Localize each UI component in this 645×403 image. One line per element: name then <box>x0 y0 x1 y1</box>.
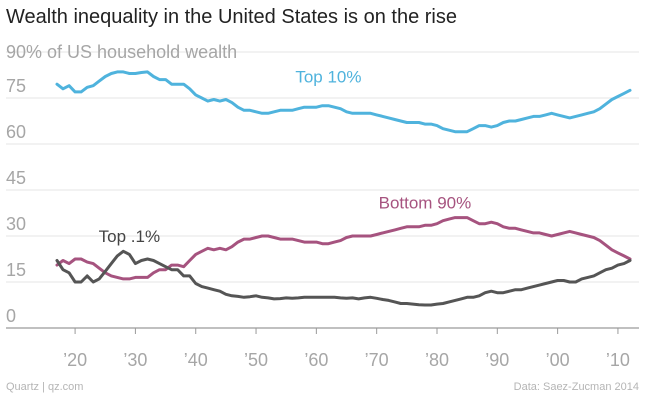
x-tick-label: ’70 <box>365 350 389 370</box>
x-tick-label: ’10 <box>606 350 630 370</box>
y-tick-label: 60 <box>6 122 26 142</box>
y-axis-ticks: 0 15 30 45 60 75 <box>6 76 26 326</box>
y-tick-label: 75 <box>6 76 26 96</box>
y-tick-label: 15 <box>6 260 26 280</box>
x-tick-label: ’40 <box>184 350 208 370</box>
series-annotation: Top 10% <box>295 68 361 87</box>
x-tick-label: ’60 <box>304 350 328 370</box>
source-credit: Quartz | qz.com <box>6 381 84 393</box>
chart-title: Wealth inequality in the United States i… <box>6 6 457 28</box>
data-source: Data: Saez-Zucman 2014 <box>513 381 639 393</box>
x-tick-label: ’50 <box>244 350 268 370</box>
x-tick-label: ’90 <box>485 350 509 370</box>
x-tick-label: ’30 <box>123 350 147 370</box>
y-tick-label: 45 <box>6 168 26 188</box>
series-labels: Top 10% Bottom 90% Top .1% <box>99 68 472 246</box>
series-line-top-10 <box>55 70 632 134</box>
x-tick-label: ’00 <box>546 350 570 370</box>
y-tick-label: 0 <box>6 306 16 326</box>
series-annotation: Bottom 90% <box>379 193 472 212</box>
series-annotation: Top .1% <box>99 227 160 246</box>
gridlines <box>6 51 639 329</box>
x-tick-label: ’20 <box>63 350 87 370</box>
y-axis-label: 90% of US household wealth <box>6 42 237 62</box>
x-tick-label: ’80 <box>425 350 449 370</box>
y-tick-label: 30 <box>6 214 26 234</box>
series-line-bottom-90 <box>55 216 632 281</box>
series-lines <box>55 70 632 307</box>
series-line-top-1 <box>55 249 632 307</box>
x-axis-ticks: ’20 ’30 ’40 ’50 ’60 ’70 ’80 ’90 ’00 ’10 <box>63 328 630 370</box>
